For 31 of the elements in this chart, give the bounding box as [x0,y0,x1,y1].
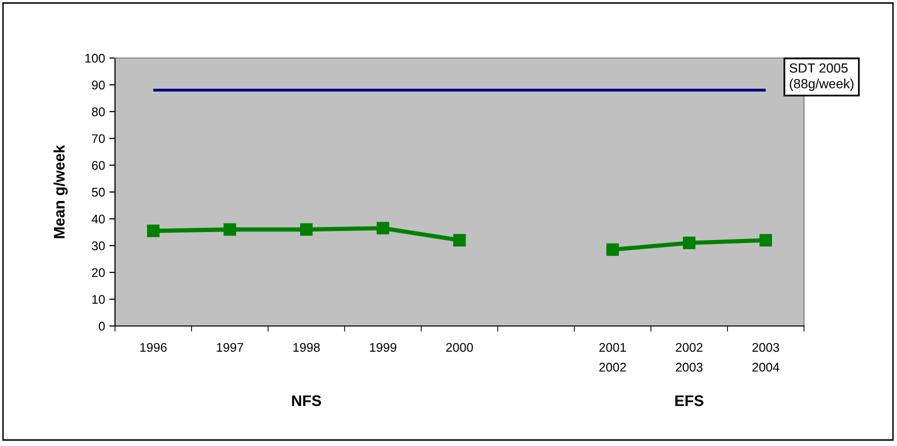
point [606,243,619,256]
text: NFS [292,395,322,406]
x-tick-label: 2003 2004 [752,342,780,372]
point [759,234,772,246]
y-tick-label: 0 [98,322,105,331]
point [147,224,160,238]
point [224,223,236,236]
point [453,234,466,246]
y-tick-label: 100 [85,54,105,63]
x-tick-label: 1999 [370,342,396,352]
y-tick-label: 90 [92,80,105,90]
point [376,222,390,234]
y-tick-label: 20 [92,268,105,278]
x-tick-label: 1996 [140,342,167,352]
y-tick-label: 40 [92,214,105,224]
y-tick-label: 10 [92,295,105,304]
y-tick-label: 80 [92,107,105,116]
ref-line-label: SDT 2005 (88g/week) [790,63,854,91]
point [300,223,313,236]
y-tick-label: 70 [92,134,105,144]
y-tick-label: 30 [92,241,105,250]
y-tick-label: 50 [92,188,105,197]
point [682,236,696,250]
y-tick-label: 60 [92,161,105,170]
text: EFS [675,395,704,406]
x-tick-label: 1998 [293,342,320,352]
x-tick-label: 2002 2003 [676,342,703,372]
x-tick-label: 1997 [216,342,244,352]
x-tick-label: 2000 [446,342,473,352]
x-tick-label: 2001 2002 [599,342,626,372]
y-axis-title: Mean g/week [53,144,68,238]
